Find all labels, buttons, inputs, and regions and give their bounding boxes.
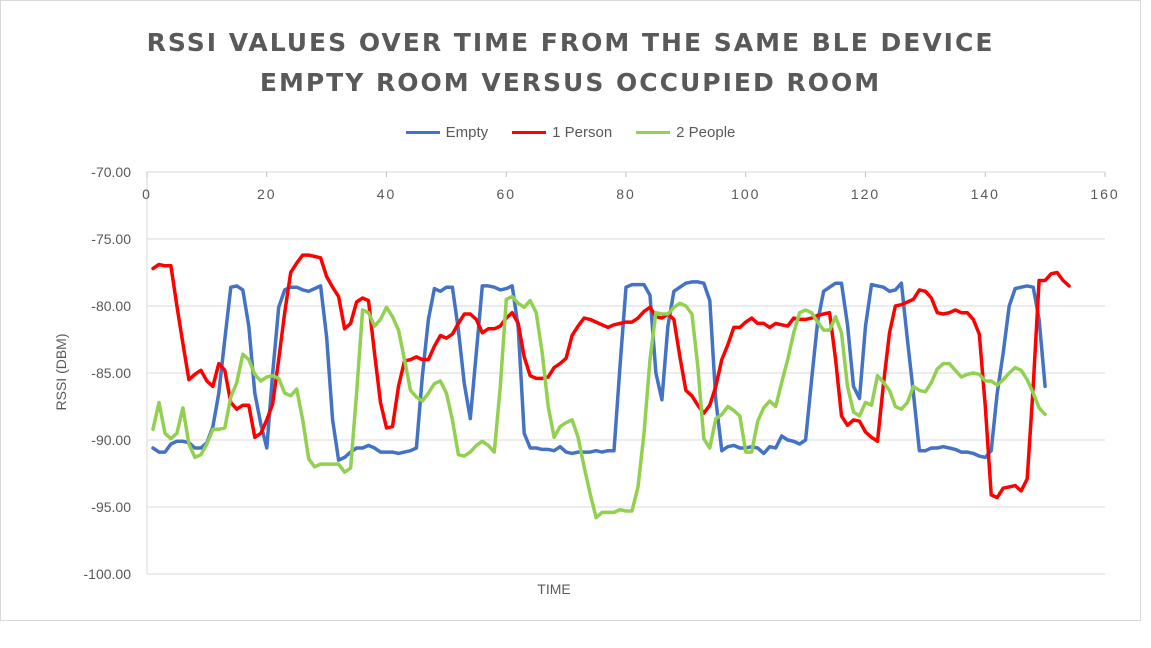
legend: Empty 1 Person 2 People <box>0 124 1141 141</box>
y-tick-label: -75.00 <box>91 231 131 247</box>
series-line-2-people <box>151 294 1047 520</box>
x-tick-label: 100 <box>731 186 760 202</box>
axes: -70.00 -75.00 -80.00 -85.00 -90.00 -95.00 -100… <box>84 164 1119 582</box>
legend-label-empty: Empty <box>445 124 489 141</box>
x-tick-label: 60 <box>496 186 516 202</box>
y-tick-label: -90.00 <box>91 432 131 448</box>
x-axis-label: TIME <box>537 581 570 597</box>
x-tick-label: 120 <box>851 186 880 202</box>
gridlines <box>147 171 1105 575</box>
y-tick-label: -95.00 <box>91 499 131 515</box>
series-line-1-person <box>151 253 1071 500</box>
legend-label-2-people: 2 People <box>676 124 736 141</box>
chart-title-line2: EMPTY ROOM VERSUS OCCUPIED ROOM <box>259 68 882 97</box>
legend-item-empty: Empty <box>405 124 489 141</box>
y-tick-label: -85.00 <box>91 365 131 381</box>
legend-swatch-1-person <box>512 131 547 134</box>
x-tick-label: 140 <box>971 186 1000 202</box>
y-tick-label: -70.00 <box>91 164 131 180</box>
y-tick-label: -80.00 <box>91 298 131 314</box>
x-tick-label: 160 <box>1090 186 1119 202</box>
y-axis-label: RSSI (DBM) <box>53 334 69 411</box>
legend-swatch-2-people <box>636 131 671 134</box>
legend-label-1-person: 1 Person <box>552 124 613 141</box>
series-line-empty <box>151 280 1047 462</box>
legend-item-2-people: 2 People <box>636 124 735 141</box>
x-tick-label: 40 <box>377 186 397 202</box>
chart-title-line1: RSSI VALUES OVER TIME FROM THE SAME BLE … <box>146 28 995 57</box>
legend-swatch-empty <box>405 131 440 134</box>
y-tick-label: -100.00 <box>84 566 132 582</box>
series-lines <box>151 253 1071 520</box>
x-tick-label: 0 <box>142 186 152 202</box>
x-tick-label: 20 <box>257 186 277 202</box>
legend-item-1-person: 1 Person <box>512 124 612 141</box>
x-tick-label: 80 <box>616 186 636 202</box>
